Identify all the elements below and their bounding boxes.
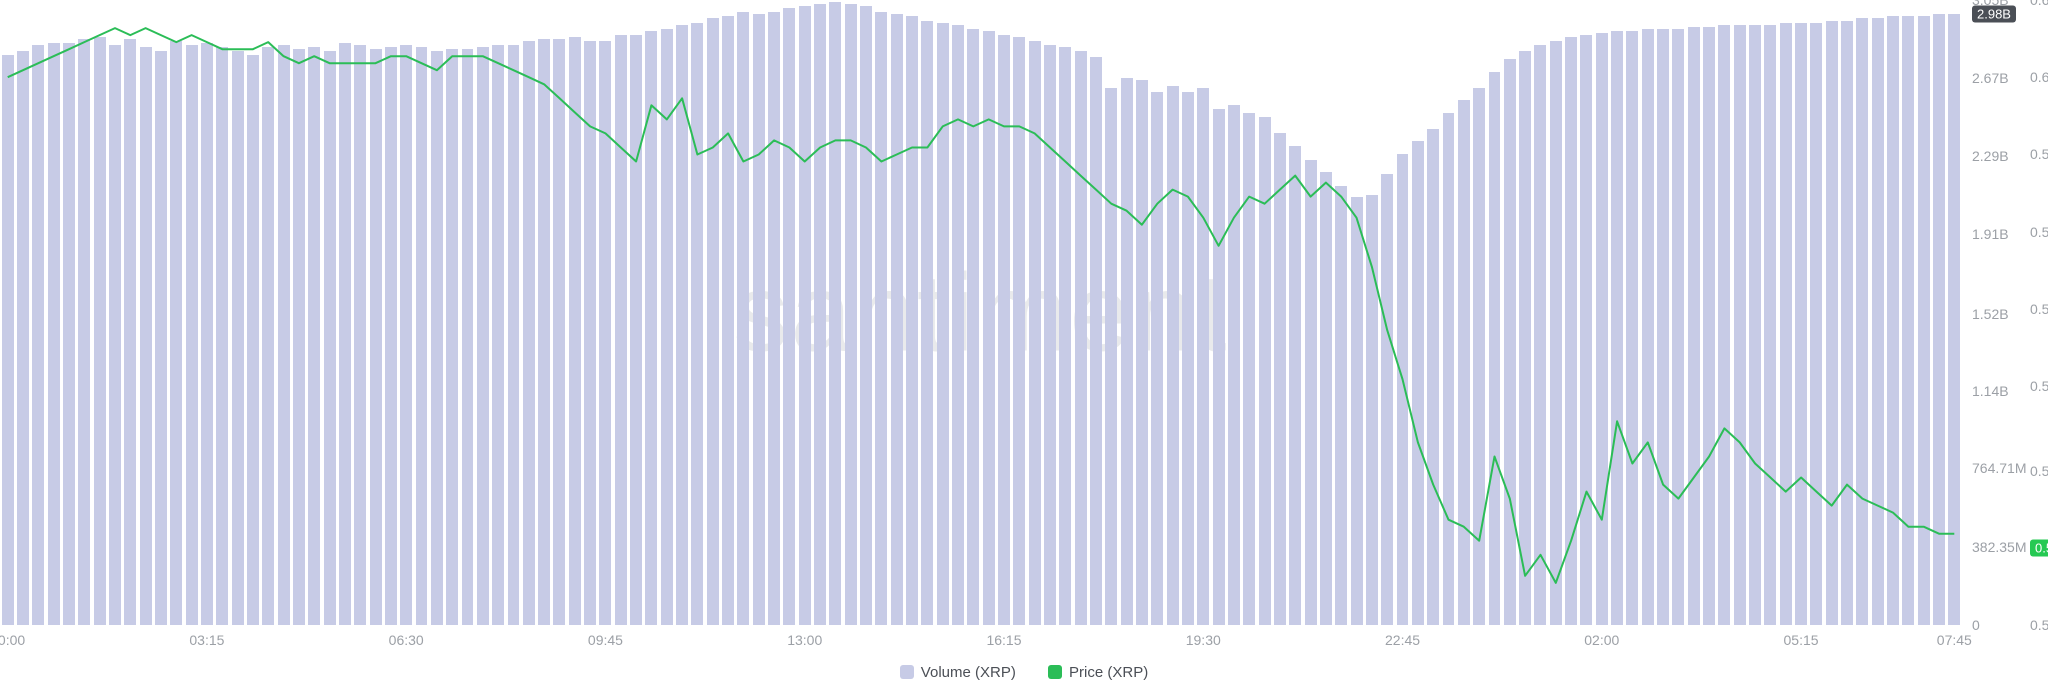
legend-item-volume: Volume (XRP) [900,664,1016,681]
time-axis: 00:0003:1506:3009:4513:0016:1519:3022:45… [0,630,1962,654]
legend-swatch-volume [900,665,914,679]
chart-plot-area: santiment [0,0,1962,625]
chart-legend: Volume (XRP) Price (XRP) [0,664,2048,681]
legend-swatch-price [1048,665,1062,679]
legend-item-price: Price (XRP) [1048,664,1148,681]
price-axis: 0.6110.60.5890.5780.5670.5560.5440.5330.… [2030,0,2048,630]
volume-axis: 3.05B2.67B2.29B1.91B1.52B1.14B764.71M382… [1972,0,2028,630]
